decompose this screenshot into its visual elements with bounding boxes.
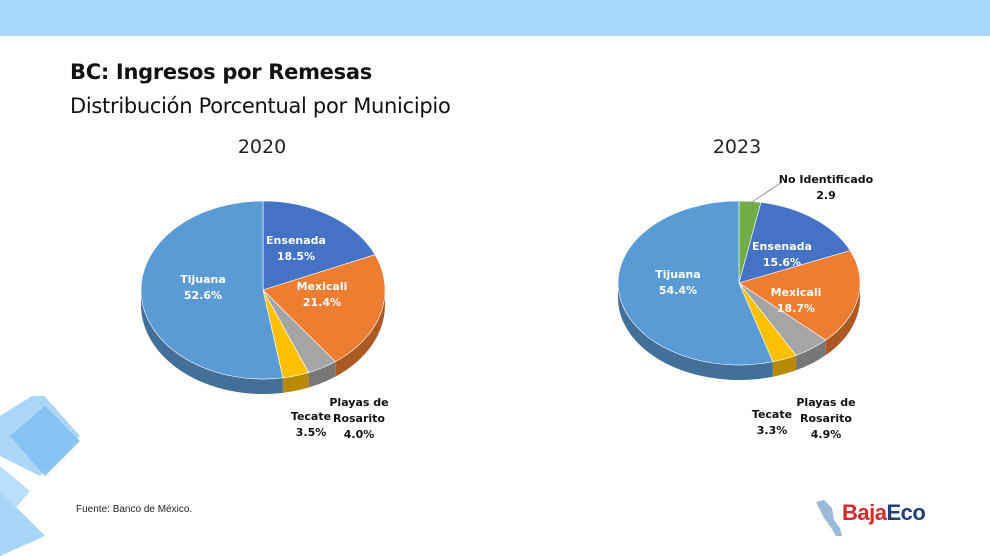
source-note: Fuente: Banco de México. [76,504,193,515]
data-label-line: Tecate [291,410,331,423]
leader-line-no-identificado [749,181,783,204]
pie-side-tijuana [141,290,283,394]
data-label-tijuana: Tijuana 54.4% [655,268,701,297]
data-label-line: 2.9 [816,189,836,202]
data-label-line: Tijuana [180,273,226,286]
pie-slice-tijuana [617,200,774,366]
data-label-line: Ensenada [266,234,326,247]
page-subtitle: Distribución Porcentual por Municipio [70,94,451,118]
data-label-line: Tecate [752,408,792,421]
data-label-line: Rosarito [800,412,852,425]
data-label-mexicali: Mexicali 21.4% [297,280,348,309]
data-label-ensenada: Ensenada 15.6% [752,240,812,269]
pie-slice-ensenada [738,202,851,284]
pie-2020: Ensenada 18.5% Mexicali 21.4% Playas de Rosar… [140,200,389,441]
data-label-ensenada: Ensenada 18.5% [266,234,326,263]
data-label-line: 52.6% [184,289,222,302]
data-label-line: 21.4% [303,296,341,309]
data-label-line: Mexicali [297,280,348,293]
data-label-tecate: Tecate 3.5% [291,410,331,439]
page-title: BC: Ingresos por Remesas [70,60,372,84]
chart-title-right: 2023 [712,136,762,158]
top-banner [0,0,990,36]
bajaeco-logo: BajaEco [842,500,926,526]
data-label-playas-de-rosarito: Playas de Rosarito 4.0% [329,396,388,441]
pie-2023: No Identificado 2.9 Ensenada 15.6% Mexicali 1… [617,173,874,441]
pie-side-playas-de-rosarito [796,340,826,371]
pie-side-tecate [282,372,309,393]
logo-part-eco: Eco [886,500,926,525]
data-label-playas-de-rosarito: Playas de Rosarito 4.9% [796,396,855,441]
data-label-line: 3.3% [757,424,788,437]
data-label-line: 4.9% [811,428,842,441]
data-label-line: 4.0% [344,428,375,441]
data-label-line: Mexicali [771,286,822,299]
data-label-line: Ensenada [752,240,812,253]
chart-title-left: 2020 [237,136,287,158]
bajaeco-logo-icon [816,500,842,536]
pie-slice-mexicali [738,250,861,341]
decorative-diamonds [0,396,80,556]
data-label-line: 18.5% [277,250,315,263]
data-label-line: Playas de [329,396,388,409]
pie-side-mexicali [335,290,386,377]
data-label-line: Playas de [796,396,855,409]
pie-slice-tijuana [140,200,284,380]
pie-slice-ensenada [262,200,376,291]
data-label-line: Tijuana [655,268,701,281]
data-label-tecate: Tecate 3.3% [752,408,792,437]
data-label-line: 54.4% [659,284,697,297]
data-label-line: 15.6% [763,256,801,269]
data-label-line: 3.5% [296,426,327,439]
pie-side-mexicali [825,283,860,356]
data-label-line: 18.7% [777,302,815,315]
data-label-mexicali: Mexicali 18.7% [771,286,822,315]
data-label-line: No Identificado [779,173,874,186]
logo-part-baja: Baja [842,500,887,525]
data-label-tijuana: Tijuana 52.6% [180,273,226,302]
pie-side-playas-de-rosarito [308,361,336,388]
pie-side-tijuana [618,283,773,380]
data-label-no-identificado: No Identificado 2.9 [779,173,874,202]
data-label-line: Rosarito [333,412,385,425]
pie-slice-mexicali [262,254,386,363]
